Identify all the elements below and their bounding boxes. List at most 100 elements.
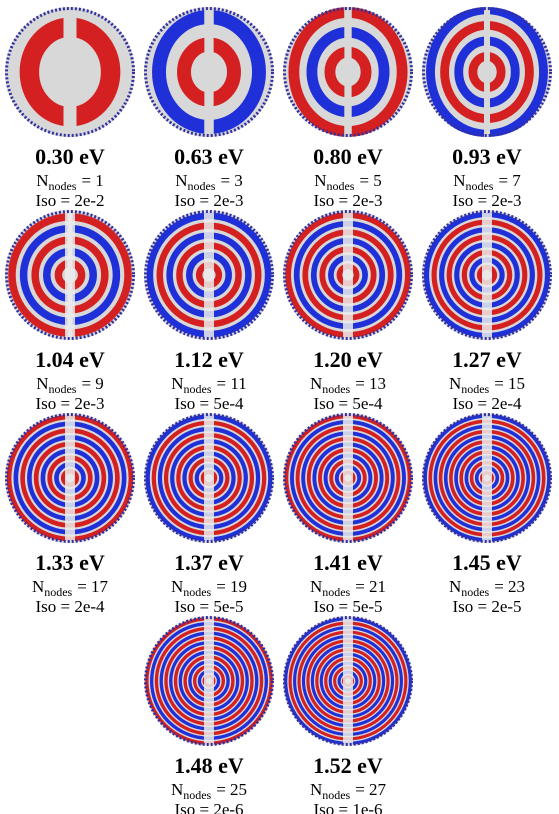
iso-value: Iso = 2e-5 — [452, 597, 521, 616]
node-count: Nnodes = 15 — [449, 374, 525, 396]
iso-value: Iso = 5e-4 — [313, 394, 383, 413]
node-count: Nnodes = 19 — [171, 577, 247, 599]
rim — [283, 7, 413, 137]
iso-value: Iso = 2e-3 — [174, 191, 243, 210]
energy: 1.27 eV — [452, 347, 522, 372]
node-value: = 23 — [494, 577, 525, 596]
energy: 1.48 eV — [174, 753, 244, 778]
node-symbol: N — [36, 374, 48, 393]
rim — [422, 210, 552, 340]
node-symbol: N — [171, 577, 183, 596]
node-plane — [343, 616, 353, 746]
orbital-image — [422, 413, 552, 543]
node-symbol: N — [171, 374, 183, 393]
node-subscript: nodes — [465, 179, 493, 193]
node-subscript: nodes — [187, 179, 215, 193]
node-subscript: nodes — [183, 585, 211, 599]
node-plane — [65, 413, 75, 543]
node-value: = 17 — [77, 577, 108, 596]
node-value: = 25 — [216, 780, 247, 799]
energy: 1.12 eV — [174, 347, 244, 372]
node-count: Nnodes = 27 — [310, 780, 387, 802]
node-symbol: N — [310, 577, 322, 596]
orbital-image — [283, 413, 413, 543]
node-count: Nnodes = 17 — [32, 577, 109, 599]
node-count: Nnodes = 1 — [36, 171, 104, 193]
node-subscript: nodes — [461, 382, 489, 396]
iso-value: Iso = 5e-5 — [313, 597, 382, 616]
iso-value: Iso = 5e-4 — [174, 394, 244, 413]
rim — [5, 413, 135, 543]
orbital-image — [422, 210, 552, 340]
node-subscript: nodes — [322, 585, 350, 599]
node-count: Nnodes = 5 — [314, 171, 382, 193]
iso-value: Iso = 2e-2 — [35, 191, 104, 210]
node-value: = 15 — [494, 374, 525, 393]
rim — [144, 616, 274, 746]
node-symbol: N — [32, 577, 44, 596]
node-count: Nnodes = 3 — [175, 171, 243, 193]
rim — [283, 210, 413, 340]
orbital-image — [144, 413, 274, 543]
iso-value: Iso = 2e-3 — [452, 191, 521, 210]
energy: 0.30 eV — [35, 144, 105, 169]
iso-value: Iso = 1e-6 — [313, 800, 382, 814]
node-symbol: N — [310, 780, 322, 799]
node-symbol: N — [175, 171, 187, 190]
node-count: Nnodes = 13 — [310, 374, 386, 396]
node-value: = 11 — [217, 374, 247, 393]
energy: 1.52 eV — [313, 753, 383, 778]
node-plane — [204, 413, 214, 543]
rim — [283, 616, 413, 746]
node-subscript: nodes — [44, 585, 72, 599]
orbital-image — [283, 210, 413, 340]
node-plane — [204, 616, 214, 746]
node-value: = 21 — [355, 577, 386, 596]
energy: 1.20 eV — [313, 347, 383, 372]
node-count: Nnodes = 21 — [310, 577, 386, 599]
node-value: = 3 — [220, 171, 242, 190]
rim — [283, 413, 413, 543]
energy: 1.37 eV — [174, 550, 244, 575]
iso-value: Iso = 2e-3 — [313, 191, 382, 210]
orbital-image — [5, 210, 135, 340]
energy: 1.41 eV — [313, 550, 383, 575]
node-plane — [343, 413, 353, 543]
node-subscript: nodes — [48, 382, 76, 396]
node-plane — [204, 210, 214, 340]
rim — [5, 210, 135, 340]
node-count: Nnodes = 11 — [171, 374, 247, 396]
node-value: = 9 — [81, 374, 103, 393]
node-count: Nnodes = 9 — [36, 374, 104, 396]
rim — [144, 413, 274, 543]
node-value: = 5 — [359, 171, 381, 190]
node-symbol: N — [314, 171, 326, 190]
node-symbol: N — [171, 780, 183, 799]
rim — [422, 7, 552, 137]
node-count: Nnodes = 23 — [449, 577, 525, 599]
energy: 0.93 eV — [452, 144, 522, 169]
iso-value: Iso = 2e-4 — [35, 597, 105, 616]
node-symbol: N — [453, 171, 465, 190]
energy: 0.80 eV — [313, 144, 383, 169]
orbital-image — [5, 413, 135, 543]
node-symbol: N — [449, 374, 461, 393]
node-value: = 19 — [216, 577, 247, 596]
rim — [144, 7, 274, 137]
iso-value: Iso = 2e-6 — [174, 800, 243, 814]
orbital-image — [422, 7, 552, 137]
node-count: Nnodes = 25 — [171, 780, 247, 802]
node-plane — [65, 210, 75, 340]
orbital-image — [144, 7, 274, 137]
